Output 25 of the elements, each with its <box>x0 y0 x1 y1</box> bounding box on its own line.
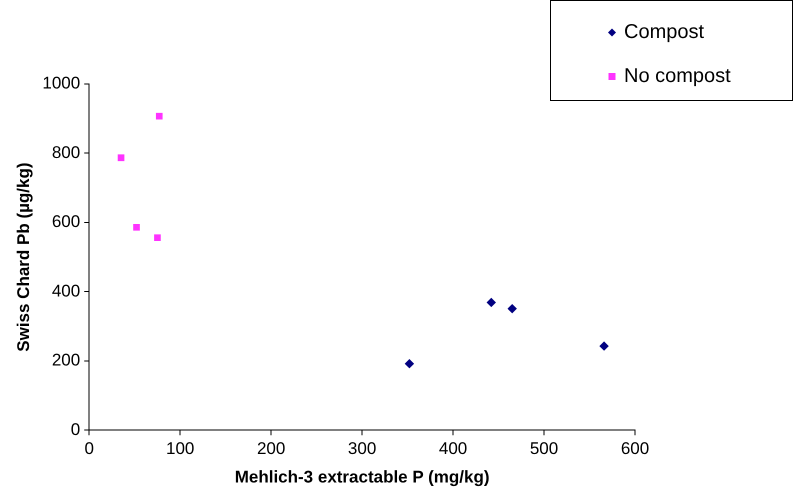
y-tick-label: 200 <box>52 350 80 370</box>
y-tick-label: 400 <box>52 281 80 300</box>
y-axis-title: Swiss Chard Pb (µg/kg) <box>14 162 33 352</box>
x-tick-label: 500 <box>530 439 558 458</box>
point <box>486 298 496 307</box>
point <box>404 359 414 368</box>
y-tick-label: 0 <box>70 420 80 439</box>
point <box>156 112 163 120</box>
point <box>118 154 124 162</box>
y-tick-label: 800 <box>52 142 80 162</box>
x-tick-label: 400 <box>438 439 468 458</box>
x-tick-label: 0 <box>84 439 94 458</box>
x-tick-label: 200 <box>256 439 286 458</box>
point <box>508 304 517 314</box>
x-axis-title: Mehlich-3 extractable P (mg/kg) <box>234 467 490 486</box>
legend-label: Compost <box>624 21 704 44</box>
x-tick-label: 300 <box>348 439 376 458</box>
x-tick-label: 100 <box>166 439 194 458</box>
point <box>154 234 161 242</box>
point <box>600 342 609 351</box>
y-tick-label: 600 <box>52 212 80 232</box>
point <box>133 224 140 231</box>
x-tick-label: 600 <box>620 439 650 458</box>
y-tick-label: 1000 <box>42 74 80 93</box>
legend-label: No compost <box>624 65 732 88</box>
